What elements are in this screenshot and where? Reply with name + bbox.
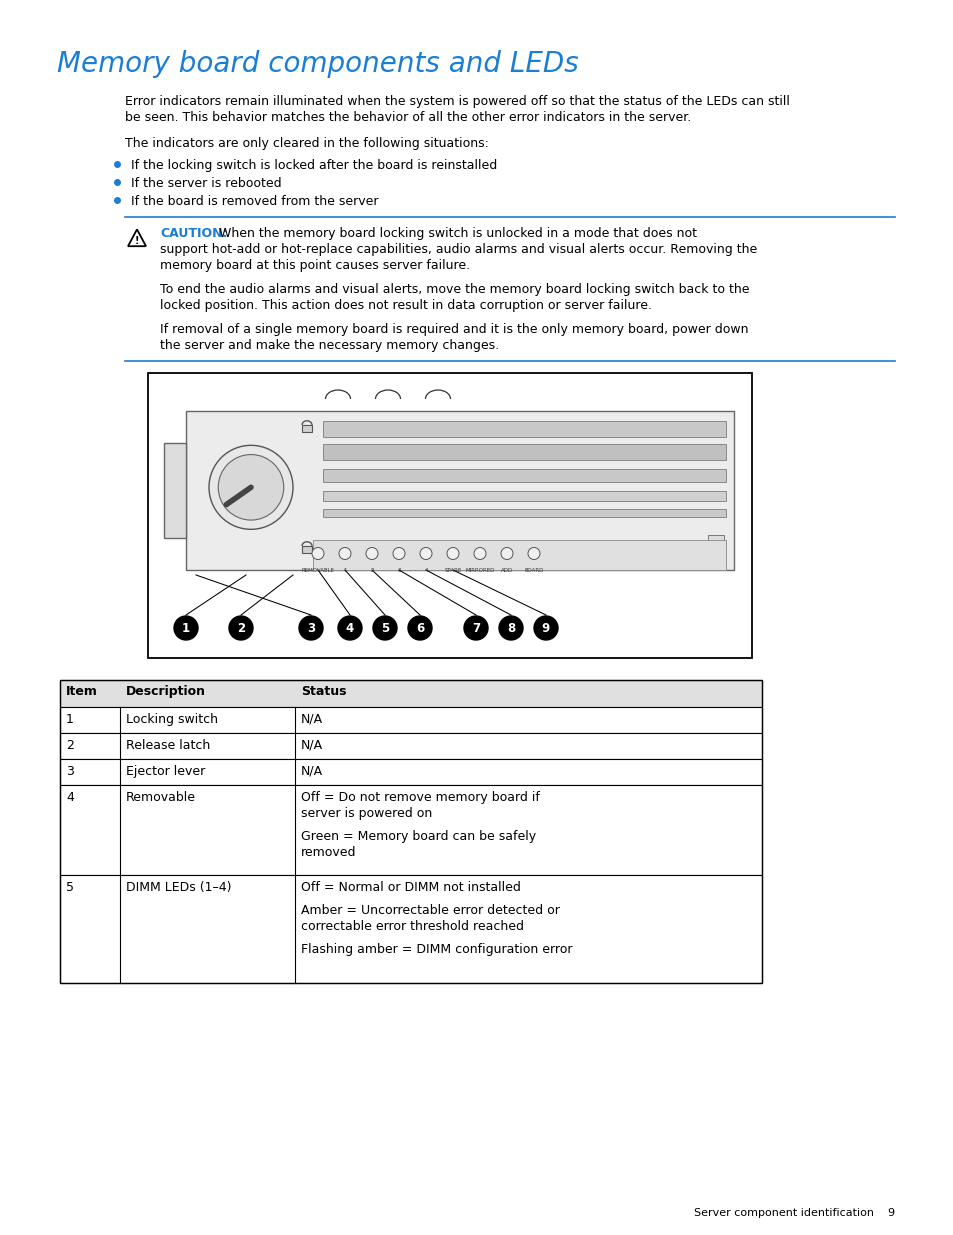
Text: server is powered on: server is powered on <box>301 806 432 820</box>
Text: If the locking switch is locked after the board is reinstalled: If the locking switch is locked after th… <box>131 159 497 172</box>
Bar <box>60 876 761 983</box>
Bar <box>313 540 725 571</box>
Bar <box>60 785 761 876</box>
Text: The indicators are only cleared in the following situations:: The indicators are only cleared in the f… <box>125 137 488 149</box>
Bar <box>60 734 761 760</box>
Circle shape <box>366 547 377 559</box>
Text: the server and make the necessary memory changes.: the server and make the necessary memory… <box>160 338 498 352</box>
Text: MIRRORED: MIRRORED <box>465 568 495 573</box>
Circle shape <box>474 547 485 559</box>
Bar <box>323 469 725 482</box>
Bar <box>148 373 751 658</box>
Text: ADD: ADD <box>500 568 513 573</box>
Text: Off = Normal or DIMM not installed: Off = Normal or DIMM not installed <box>301 881 520 894</box>
Text: correctable error threshold reached: correctable error threshold reached <box>301 920 523 932</box>
Text: If the server is rebooted: If the server is rebooted <box>131 177 281 190</box>
Text: Locking switch: Locking switch <box>126 713 218 726</box>
Bar <box>164 443 186 538</box>
Text: Green = Memory board can be safely: Green = Memory board can be safely <box>301 830 536 844</box>
Text: CAUTION:: CAUTION: <box>160 227 227 240</box>
Text: 8: 8 <box>506 621 515 635</box>
Text: REMOVABLE: REMOVABLE <box>301 568 335 573</box>
Circle shape <box>338 547 351 559</box>
Circle shape <box>463 616 488 640</box>
Text: To end the audio alarms and visual alerts, move the memory board locking switch : To end the audio alarms and visual alert… <box>160 283 749 296</box>
Text: Status: Status <box>301 685 346 698</box>
Text: 2: 2 <box>66 739 73 752</box>
Text: If removal of a single memory board is required and it is the only memory board,: If removal of a single memory board is r… <box>160 324 748 336</box>
Circle shape <box>373 616 396 640</box>
Text: DIMM LEDs (1–4): DIMM LEDs (1–4) <box>126 881 232 894</box>
Bar <box>186 411 733 571</box>
Text: memory board at this point causes server failure.: memory board at this point causes server… <box>160 259 470 272</box>
Text: 1: 1 <box>343 568 346 573</box>
Bar <box>60 706 761 734</box>
Text: Ejector lever: Ejector lever <box>126 764 205 778</box>
Bar <box>302 546 312 553</box>
Bar <box>60 680 761 983</box>
Circle shape <box>173 616 198 640</box>
Text: SPARE: SPARE <box>444 568 461 573</box>
Text: removed: removed <box>301 846 356 860</box>
Circle shape <box>218 454 283 520</box>
Bar <box>323 445 725 459</box>
Text: N/A: N/A <box>301 713 323 726</box>
Text: 5: 5 <box>66 881 74 894</box>
Text: BOARD: BOARD <box>524 568 543 573</box>
Text: Memory board components and LEDs: Memory board components and LEDs <box>57 49 578 78</box>
Text: be seen. This behavior matches the behavior of all the other error indicators in: be seen. This behavior matches the behav… <box>125 111 691 124</box>
Text: If the board is removed from the server: If the board is removed from the server <box>131 195 378 207</box>
Text: Release latch: Release latch <box>126 739 210 752</box>
Text: 4: 4 <box>346 621 354 635</box>
Text: 1: 1 <box>66 713 73 726</box>
Circle shape <box>337 616 361 640</box>
Circle shape <box>419 547 432 559</box>
Text: 3: 3 <box>66 764 73 778</box>
Text: Server component identification    9: Server component identification 9 <box>693 1208 894 1218</box>
Text: Amber = Uncorrectable error detected or: Amber = Uncorrectable error detected or <box>301 904 559 918</box>
Text: 3: 3 <box>396 568 400 573</box>
Text: 2: 2 <box>370 568 374 573</box>
Text: Removable: Removable <box>126 790 195 804</box>
Text: 2: 2 <box>236 621 245 635</box>
Text: 7: 7 <box>472 621 479 635</box>
Text: 1: 1 <box>182 621 190 635</box>
Text: locked position. This action does not result in data corruption or server failur: locked position. This action does not re… <box>160 299 651 312</box>
Circle shape <box>527 547 539 559</box>
Text: When the memory board locking switch is unlocked in a mode that does not: When the memory board locking switch is … <box>214 227 697 240</box>
Text: 3: 3 <box>307 621 314 635</box>
Circle shape <box>209 446 293 530</box>
Circle shape <box>447 547 458 559</box>
Circle shape <box>408 616 432 640</box>
Circle shape <box>534 616 558 640</box>
Text: 4: 4 <box>66 790 73 804</box>
Circle shape <box>312 547 324 559</box>
Text: !: ! <box>134 236 139 246</box>
Bar <box>707 535 723 564</box>
Circle shape <box>229 616 253 640</box>
Text: Off = Do not remove memory board if: Off = Do not remove memory board if <box>301 790 539 804</box>
Text: 4: 4 <box>424 568 427 573</box>
Bar <box>323 421 725 437</box>
Text: 6: 6 <box>416 621 424 635</box>
Bar <box>323 492 725 501</box>
Bar <box>302 425 312 432</box>
Text: Description: Description <box>126 685 206 698</box>
Text: N/A: N/A <box>301 764 323 778</box>
Text: 9: 9 <box>541 621 550 635</box>
Text: Error indicators remain illuminated when the system is powered off so that the s: Error indicators remain illuminated when… <box>125 95 789 107</box>
Bar <box>60 680 761 706</box>
Text: Item: Item <box>66 685 98 698</box>
Bar <box>323 509 725 517</box>
Text: support hot-add or hot-replace capabilities, audio alarms and visual alerts occu: support hot-add or hot-replace capabilit… <box>160 243 757 256</box>
Text: 5: 5 <box>380 621 389 635</box>
Circle shape <box>498 616 522 640</box>
Bar <box>60 760 761 785</box>
Circle shape <box>298 616 323 640</box>
Text: N/A: N/A <box>301 739 323 752</box>
Circle shape <box>500 547 513 559</box>
Circle shape <box>393 547 405 559</box>
Text: Flashing amber = DIMM configuration error: Flashing amber = DIMM configuration erro… <box>301 944 572 956</box>
